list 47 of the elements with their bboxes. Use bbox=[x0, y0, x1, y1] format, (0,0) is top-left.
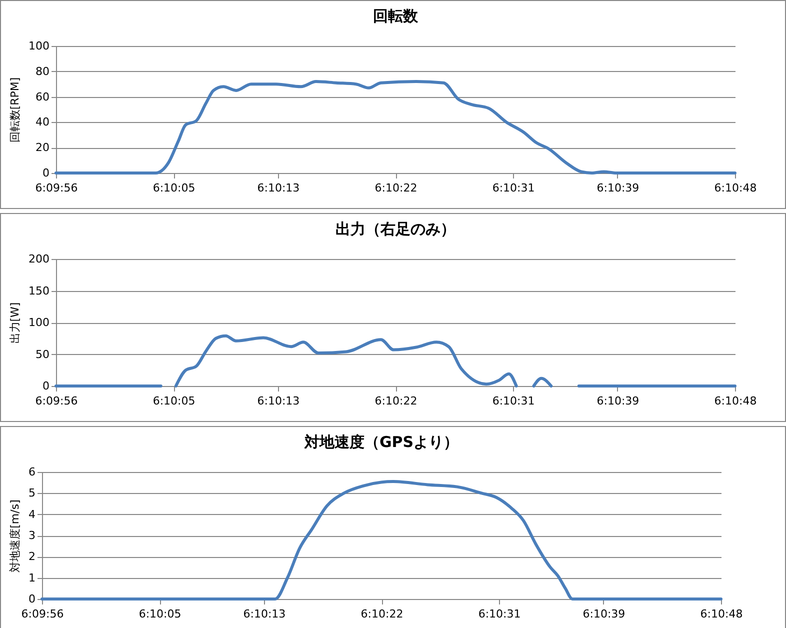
y-tick-label: 100 bbox=[28, 40, 50, 52]
x-tick-label: 6:10:13 bbox=[257, 182, 300, 194]
chart-title: 回転数 bbox=[373, 7, 419, 25]
y-tick-label: 5 bbox=[28, 486, 36, 500]
x-tick-label: 6:10:22 bbox=[360, 608, 404, 620]
y-tick-label: 200 bbox=[28, 252, 50, 266]
y-tick-label: 20 bbox=[36, 141, 50, 154]
x-tick-label: 6:10:31 bbox=[492, 182, 535, 194]
chart-title: 出力（右足のみ） bbox=[336, 220, 456, 238]
y-tick-label: 4 bbox=[28, 508, 36, 521]
x-tick-label: 6:09:56 bbox=[21, 608, 64, 620]
x-tick-label: 6:10:31 bbox=[492, 394, 535, 408]
y-tick-label: 0 bbox=[42, 166, 50, 180]
x-tick-label: 6:09:56 bbox=[35, 394, 78, 408]
x-tick-label: 6:10:22 bbox=[374, 182, 418, 194]
y-tick-label: 0 bbox=[28, 592, 36, 606]
x-tick-label: 6:10:05 bbox=[152, 394, 196, 408]
x-tick-label: 6:10:05 bbox=[152, 182, 196, 194]
x-tick-label: 6:10:31 bbox=[478, 608, 521, 620]
y-tick-label: 3 bbox=[28, 529, 36, 542]
y-axis-title: 出力[W] bbox=[8, 302, 22, 344]
x-tick-label: 6:10:39 bbox=[596, 394, 640, 408]
x-tick-label: 6:10:48 bbox=[714, 182, 757, 194]
x-tick-label: 6:10:48 bbox=[700, 608, 743, 620]
y-axis-title: 回転数[RPM] bbox=[8, 77, 22, 143]
y-tick-label: 0 bbox=[42, 380, 50, 392]
y-tick-label: 1 bbox=[28, 571, 36, 584]
chart-title: 対地速度（GPSより） bbox=[303, 433, 459, 451]
x-tick-label: 6:09:56 bbox=[35, 182, 78, 194]
line-series bbox=[40, 480, 722, 600]
y-tick-label: 80 bbox=[36, 64, 50, 78]
x-tick-label: 6:10:39 bbox=[596, 182, 640, 194]
x-tick-label: 6:10:22 bbox=[374, 394, 418, 408]
y-axis-title: 対地速度[m/s] bbox=[8, 500, 22, 572]
y-tick-label: 100 bbox=[28, 316, 50, 329]
x-tick-label: 6:10:39 bbox=[582, 608, 626, 620]
x-tick-label: 6:10:13 bbox=[243, 608, 286, 620]
y-tick-label: 2 bbox=[28, 550, 36, 564]
y-tick-label: 60 bbox=[36, 90, 50, 104]
y-tick-label: 6 bbox=[28, 466, 36, 478]
y-tick-label: 150 bbox=[28, 284, 50, 298]
x-tick-label: 6:10:05 bbox=[138, 608, 182, 620]
x-tick-label: 6:10:48 bbox=[714, 394, 757, 408]
line-series bbox=[54, 80, 736, 174]
y-tick-label: 50 bbox=[36, 348, 50, 361]
y-tick-label: 40 bbox=[36, 116, 50, 129]
x-tick-label: 6:10:13 bbox=[257, 394, 300, 408]
